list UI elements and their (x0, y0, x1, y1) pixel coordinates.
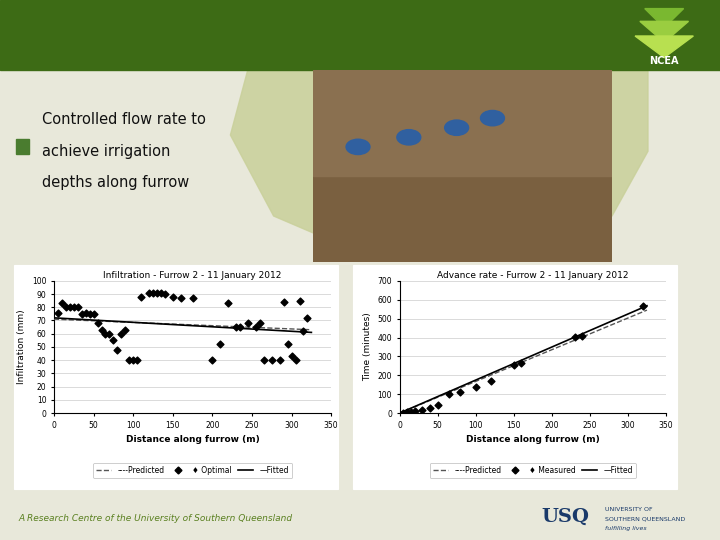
Text: NCEA: NCEA (649, 56, 679, 66)
Point (53, 308, 63, 317)
Text: Controlled flow rate to: Controlled flow rate to (42, 112, 206, 127)
Point (302, 314, 313, 322)
Point (230, 323, 242, 332)
Point (294, 296, 305, 305)
Point (127, 356, 139, 364)
Point (80, 308, 91, 317)
Text: fulfilling lives: fulfilling lives (606, 526, 647, 531)
Point (289, 356, 301, 364)
Title: Advance rate - Furrow 2 - 11 January 2012: Advance rate - Furrow 2 - 11 January 201… (437, 271, 629, 280)
Point (64, 303, 76, 312)
Point (175, 294, 186, 302)
Point (84, 309, 95, 318)
Point (637, 302, 649, 310)
Circle shape (346, 139, 370, 154)
Point (115, 329, 127, 338)
Text: A Research Centre of the University of Southern Queensland: A Research Centre of the University of S… (18, 514, 292, 523)
Point (516, 359, 527, 367)
Point (68, 303, 79, 312)
Point (215, 340, 226, 349)
Point (135, 292, 147, 301)
Point (124, 356, 135, 364)
Point (508, 361, 520, 369)
Text: Surface irrigation adaptive control trial: Surface irrigation adaptive control tria… (16, 22, 603, 48)
Circle shape (397, 130, 420, 145)
Text: UNIVERSITY OF: UNIVERSITY OF (606, 507, 653, 512)
Point (96, 326, 107, 334)
Point (569, 333, 580, 341)
Point (60, 303, 72, 312)
Point (159, 289, 171, 298)
Point (397, 408, 409, 417)
Point (92, 319, 104, 327)
Point (298, 327, 310, 335)
Point (120, 326, 131, 334)
Y-axis label: Infiltration (mm): Infiltration (mm) (17, 309, 27, 384)
Point (222, 299, 234, 308)
Point (455, 388, 467, 396)
Legend: ----Predicted, ♦ Optimal, —Fitted: ----Predicted, ♦ Optimal, —Fitted (93, 463, 292, 478)
Point (151, 288, 163, 297)
Title: Infiltration - Furrow 2 - 11 January 2012: Infiltration - Furrow 2 - 11 January 201… (104, 271, 282, 280)
Point (99, 329, 111, 338)
Point (88, 309, 99, 318)
X-axis label: Distance along furrow (m): Distance along furrow (m) (126, 435, 259, 444)
Point (143, 288, 155, 297)
Circle shape (445, 120, 469, 136)
Point (187, 294, 199, 302)
Text: achieve irrigation: achieve irrigation (42, 144, 170, 159)
Point (242, 319, 254, 327)
Y-axis label: Time (minutes): Time (minutes) (363, 313, 372, 381)
Text: depths along furrow: depths along furrow (42, 175, 189, 190)
Point (266, 356, 277, 364)
Point (432, 401, 444, 409)
Polygon shape (645, 9, 684, 28)
Point (444, 390, 455, 399)
Point (286, 352, 297, 361)
Point (424, 403, 436, 412)
Point (108, 336, 120, 345)
Point (577, 332, 588, 340)
Point (409, 407, 420, 415)
X-axis label: Distance along furrow (m): Distance along furrow (m) (466, 435, 600, 444)
Point (104, 329, 115, 338)
Circle shape (480, 111, 505, 126)
Point (76, 309, 88, 318)
Point (485, 377, 497, 386)
Polygon shape (640, 21, 688, 42)
Legend: ----Predicted, ♦ Measured, —Fitted: ----Predicted, ♦ Measured, —Fitted (430, 463, 636, 478)
Polygon shape (635, 36, 693, 58)
Text: SOUTHERN QUEENSLAND: SOUTHERN QUEENSLAND (606, 516, 685, 521)
Point (234, 323, 246, 332)
Point (72, 303, 84, 312)
Point (56, 299, 68, 308)
Point (147, 288, 158, 297)
Point (274, 356, 285, 364)
Point (417, 406, 428, 414)
Point (156, 288, 167, 297)
Point (402, 408, 413, 416)
Point (405, 407, 417, 416)
Text: USQ: USQ (541, 508, 590, 526)
Point (167, 292, 179, 301)
Point (470, 382, 482, 391)
Point (278, 298, 289, 306)
Point (258, 356, 269, 364)
Point (251, 323, 262, 332)
Bar (313, 70, 612, 176)
Point (112, 345, 123, 354)
Point (131, 356, 143, 364)
Point (207, 356, 218, 364)
Point (254, 319, 266, 327)
Bar (313, 176, 612, 262)
Point (282, 340, 294, 349)
